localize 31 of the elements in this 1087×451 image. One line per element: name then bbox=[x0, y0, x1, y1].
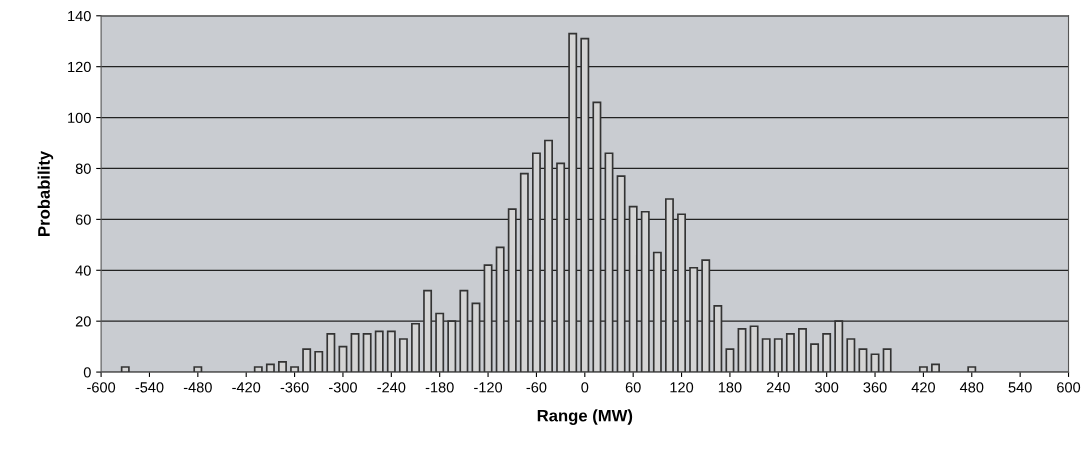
y-tick-label: 120 bbox=[68, 61, 91, 73]
x-tick-label: -480 bbox=[183, 382, 212, 393]
x-tick-label: -240 bbox=[377, 382, 406, 393]
y-tick-label: 80 bbox=[75, 163, 91, 174]
x-tick-label: 420 bbox=[911, 382, 935, 393]
x-tick-label: -300 bbox=[329, 382, 357, 393]
x-axis-title: Range (MW) bbox=[537, 409, 633, 425]
y-tick-label: 0 bbox=[83, 367, 91, 378]
x-tick-label: 120 bbox=[670, 382, 694, 393]
x-tick-label: 0 bbox=[581, 382, 589, 393]
x-tick-label: -120 bbox=[474, 382, 503, 393]
x-tick-label: 240 bbox=[766, 382, 790, 393]
x-tick-label: 180 bbox=[718, 382, 742, 393]
x-tick-label: -420 bbox=[232, 382, 261, 393]
y-tick-label: 40 bbox=[75, 265, 91, 276]
x-tick-label: 300 bbox=[815, 382, 839, 393]
x-tick-label: 480 bbox=[959, 382, 984, 393]
y-axis-title: Probability bbox=[37, 150, 54, 236]
x-tick-label: -180 bbox=[425, 382, 454, 393]
y-tick-label: 100 bbox=[68, 112, 91, 124]
x-tick-label: -360 bbox=[280, 382, 309, 393]
x-tick-label: 360 bbox=[863, 382, 887, 393]
x-tick-label: -600 bbox=[87, 382, 116, 393]
y-tick-label: 140 bbox=[68, 10, 91, 22]
x-tick-label: -540 bbox=[135, 382, 164, 393]
x-tick-label: 60 bbox=[625, 382, 641, 393]
x-tick-label: 600 bbox=[1057, 382, 1081, 393]
y-tick-label: 60 bbox=[75, 214, 91, 225]
y-tick-label: 20 bbox=[75, 316, 91, 327]
x-tick-label: -60 bbox=[526, 382, 547, 393]
x-tick-label: 540 bbox=[1008, 382, 1032, 393]
